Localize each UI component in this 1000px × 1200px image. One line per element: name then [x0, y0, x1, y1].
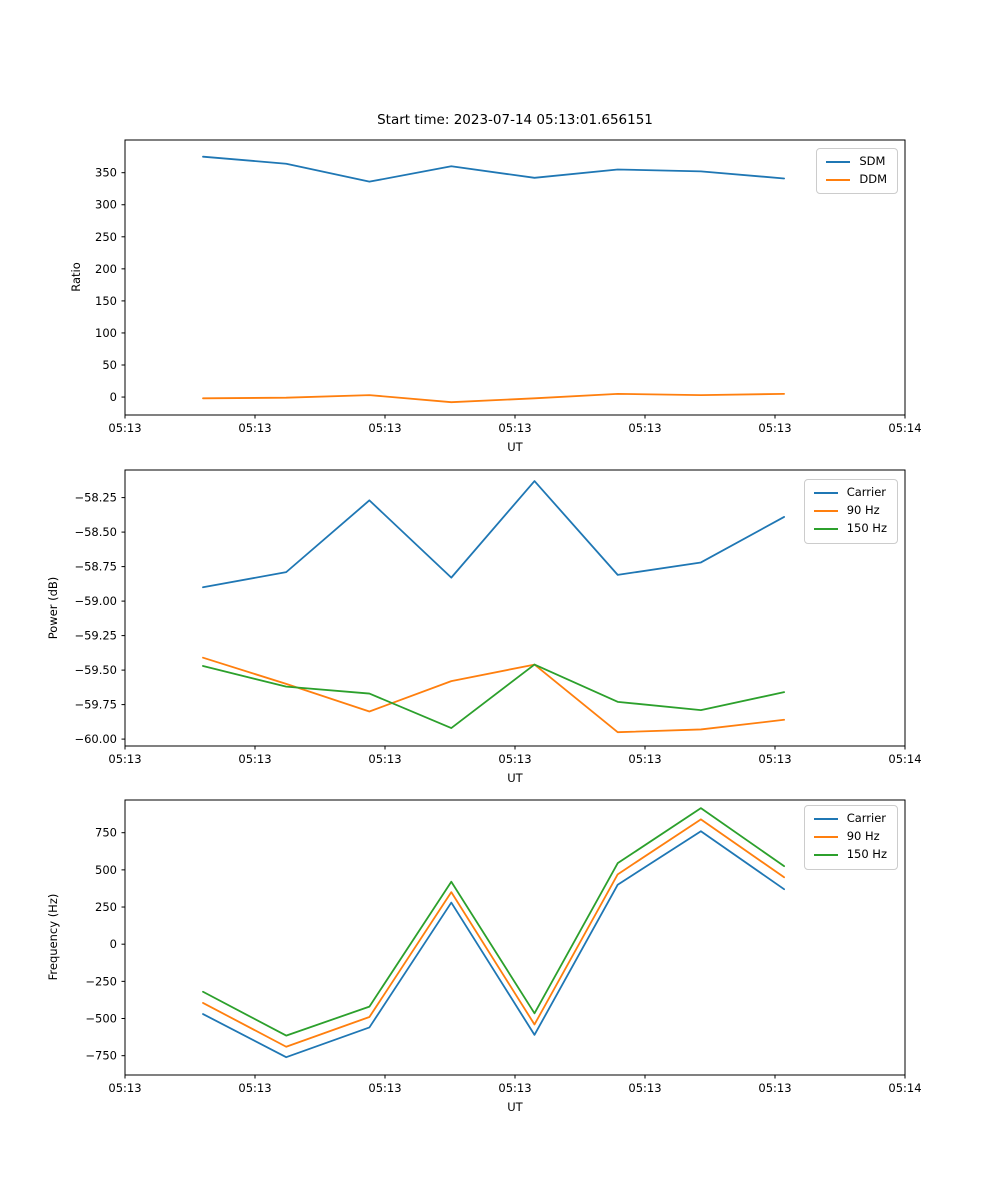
x-tick-label: 05:14: [888, 752, 921, 766]
x-tick-label: 05:14: [888, 421, 921, 435]
x-tick-label: 05:13: [758, 1081, 791, 1095]
90hz-line-swatch: [813, 509, 838, 512]
series-line-carrier: [202, 480, 785, 589]
150hz-line-swatch: [813, 854, 838, 857]
carrier-legend-label: Carrier: [846, 485, 887, 499]
y-tick-label: −60.00: [74, 732, 117, 746]
y-tick-label: 0: [110, 937, 117, 951]
y-tick-label: −750: [85, 1049, 117, 1063]
y-tick-label: −59.75: [74, 698, 117, 712]
y-tick-label: 50: [102, 358, 117, 372]
ratio-legend: SDM DDM: [816, 148, 898, 195]
power-legend: Carrier 90 Hz 150 Hz: [803, 479, 898, 544]
y-tick-label: −58.75: [74, 560, 117, 574]
legend-item-90hz: 90 Hz: [813, 829, 887, 844]
y-tick-label: 300: [95, 198, 117, 212]
x-tick-label: 05:14: [888, 1081, 921, 1095]
x-tick-label: 05:13: [368, 1081, 401, 1095]
x-tick-label: 05:13: [628, 752, 661, 766]
sdm-line-swatch: [826, 160, 851, 163]
frequency-xaxis-label: UT: [507, 1100, 523, 1114]
y-tick-label: 200: [95, 262, 117, 276]
x-tick-label: 05:13: [628, 1081, 661, 1095]
x-tick-label: 05:13: [498, 1081, 531, 1095]
x-tick-label: 05:13: [498, 421, 531, 435]
x-tick-label: 05:13: [368, 752, 401, 766]
y-tick-label: 750: [95, 826, 117, 840]
y-tick-label: −58.25: [74, 491, 117, 505]
legend-item-carrier: Carrier: [813, 485, 887, 499]
y-tick-label: −58.50: [74, 525, 117, 539]
x-tick-label: 05:13: [498, 752, 531, 766]
frequency-axis-label: Frequency (Hz): [46, 893, 60, 981]
carrier-legend-label: Carrier: [846, 811, 887, 825]
y-tick-label: 500: [95, 863, 117, 877]
ddm-line-swatch: [826, 178, 851, 181]
series-line-sdm: [202, 155, 785, 183]
x-tick-label: 05:13: [368, 421, 401, 435]
y-tick-label: 0: [110, 390, 117, 404]
plot-border: [124, 469, 906, 747]
series-line-90-hz: [202, 818, 785, 1048]
150hz-line-swatch: [813, 528, 838, 531]
y-tick-label: 250: [95, 230, 117, 244]
150hz-legend-label: 150 Hz: [846, 847, 887, 862]
legend-item-150hz: 150 Hz: [813, 521, 887, 536]
ddm-legend-label: DDM: [859, 172, 887, 187]
power-axis-label: Power (dB): [46, 576, 60, 640]
y-tick-label: 250: [95, 900, 117, 914]
power-xaxis-label: UT: [507, 771, 523, 785]
y-tick-label: −500: [85, 1012, 117, 1026]
legend-item-ddm: DDM: [826, 172, 887, 187]
x-tick-label: 05:13: [108, 421, 141, 435]
carrier-line-swatch: [813, 491, 838, 494]
figure-title: Start time: 2023-07-14 05:13:01.656151: [377, 112, 653, 128]
y-tick-label: −59.50: [74, 663, 117, 677]
x-tick-label: 05:13: [628, 421, 661, 435]
x-tick-label: 05:13: [238, 421, 271, 435]
y-tick-label: 350: [95, 166, 117, 180]
sdm-legend-label: SDM: [859, 154, 886, 168]
x-tick-label: 05:13: [758, 421, 791, 435]
y-tick-label: 150: [95, 294, 117, 308]
90hz-legend-label: 90 Hz: [846, 829, 880, 844]
y-tick-label: −59.00: [74, 594, 117, 608]
legend-item-150hz: 150 Hz: [813, 847, 887, 862]
legend-item-carrier: Carrier: [813, 811, 887, 825]
90hz-line-swatch: [813, 835, 838, 838]
y-tick-label: −250: [85, 974, 117, 988]
150hz-legend-label: 150 Hz: [846, 521, 887, 536]
ratio-xaxis-label: UT: [507, 440, 523, 454]
legend-item-sdm: SDM: [826, 154, 887, 168]
series-line-ddm: [202, 392, 785, 404]
series-line-carrier: [202, 830, 785, 1059]
y-tick-label: 100: [95, 326, 117, 340]
x-tick-label: 05:13: [238, 1081, 271, 1095]
x-tick-label: 05:13: [238, 752, 271, 766]
carrier-line-swatch: [813, 817, 838, 820]
90hz-legend-label: 90 Hz: [846, 503, 880, 518]
x-tick-label: 05:13: [108, 1081, 141, 1095]
y-tick-label: −59.25: [74, 629, 117, 643]
series-line-150-hz: [202, 663, 785, 729]
ratio-axis-label: Ratio: [69, 262, 83, 292]
x-tick-label: 05:13: [758, 752, 791, 766]
x-tick-label: 05:13: [108, 752, 141, 766]
plot-border: [124, 139, 906, 416]
frequency-legend: Carrier 90 Hz 150 Hz: [803, 805, 898, 870]
series-line-150-hz: [202, 807, 785, 1037]
legend-item-90hz: 90 Hz: [813, 503, 887, 518]
